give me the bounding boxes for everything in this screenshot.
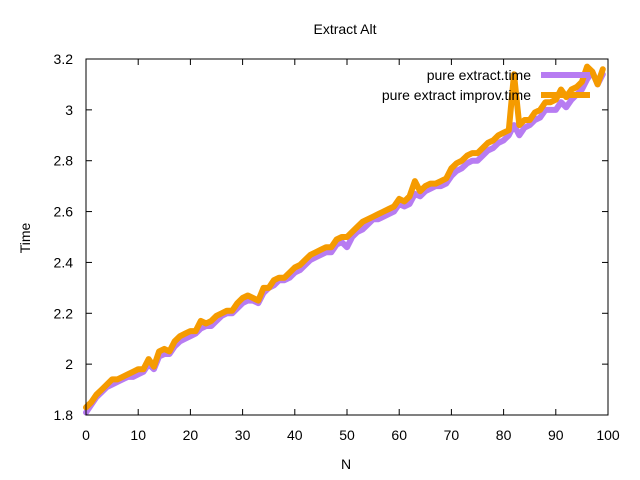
y-tick-label: 2 [65, 356, 73, 372]
axes: 0 10 20 30 40 50 60 70 80 90 100 1.8 2 2.2 2.4 2.6 2.8 3 3… [54, 51, 620, 443]
y-tick-label: 2.2 [54, 305, 74, 321]
x-tick-label: 70 [444, 427, 460, 443]
x-tick-label: 80 [496, 427, 512, 443]
legend: pure extract.time pure extract improv.tim… [382, 67, 590, 103]
x-tick-label: 20 [183, 427, 199, 443]
y-tick-label: 2.4 [54, 254, 74, 270]
x-tick-label: 100 [596, 427, 620, 443]
legend-label-2: pure extract improv.time [382, 87, 531, 103]
series-line-2 [83, 63, 606, 411]
x-tick-label: 10 [130, 427, 146, 443]
y-tick-label: 2.6 [54, 204, 74, 220]
y-axis-label: Time [17, 222, 33, 253]
y-tick-label: 3.2 [54, 51, 74, 67]
y-tick-label: 1.8 [54, 407, 74, 423]
y-tick-label: 3 [65, 102, 73, 118]
x-tick-label: 50 [339, 427, 355, 443]
plot-series [83, 63, 606, 416]
chart-title: Extract Alt [313, 21, 376, 37]
x-tick-label: 40 [287, 427, 303, 443]
x-tick-label: 30 [235, 427, 251, 443]
legend-label-1: pure extract.time [427, 67, 531, 83]
x-axis-label: N [341, 456, 351, 472]
x-tick-label: 0 [82, 427, 90, 443]
y-tick-label: 2.8 [54, 153, 74, 169]
x-tick-label: 60 [391, 427, 407, 443]
x-tick-label: 90 [548, 427, 564, 443]
